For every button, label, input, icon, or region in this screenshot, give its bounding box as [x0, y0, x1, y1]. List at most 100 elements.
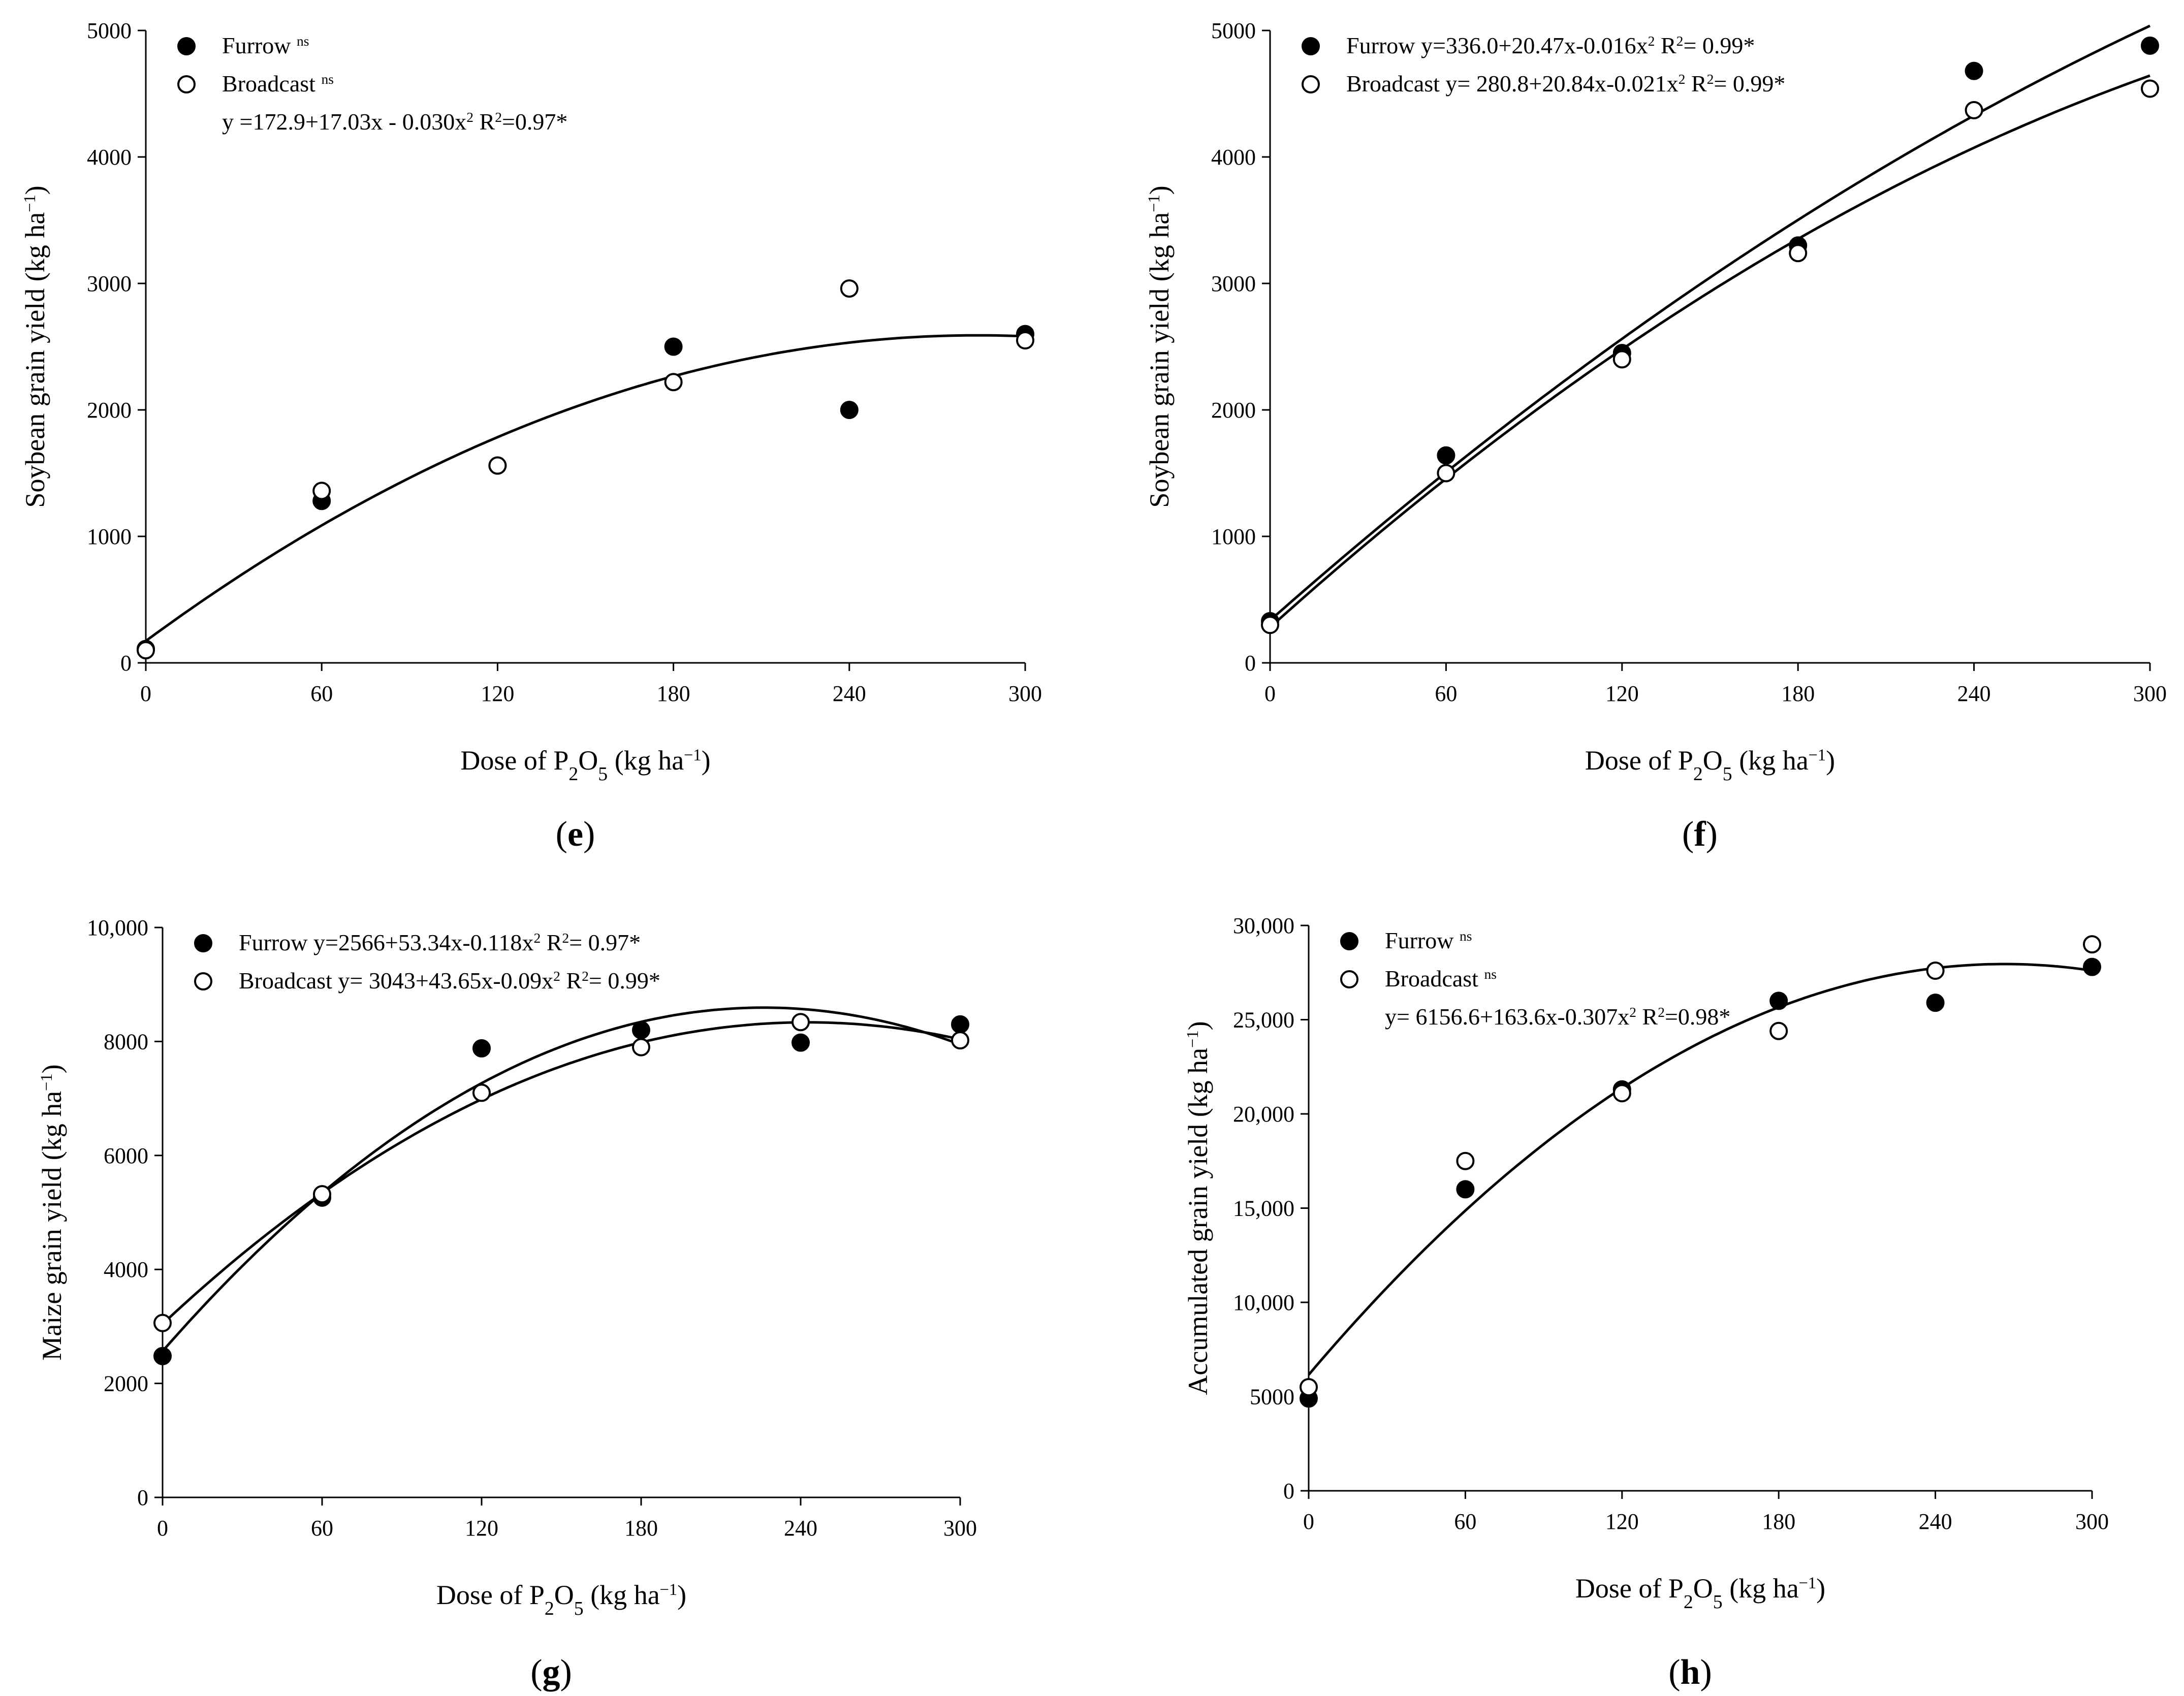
regression-equation: y =172.9+17.03x - 0.030x2 R2=0.97*: [222, 109, 567, 135]
x-tick-label: 0: [140, 681, 151, 706]
x-tick-label: 180: [657, 681, 690, 706]
data-point-furrow: [951, 1015, 969, 1034]
legend-marker: [194, 972, 212, 990]
y-tick-label: 10,000: [1233, 1290, 1294, 1315]
data-point-broadcast: [1456, 1151, 1475, 1170]
data-point-furrow: [664, 337, 683, 356]
data-point-broadcast: [1261, 616, 1279, 634]
x-tick-label: 180: [624, 1516, 658, 1541]
x-axis-title: Dose of P2O5 (kg ha−1): [436, 1580, 686, 1619]
y-tick-label: 2000: [104, 1371, 148, 1396]
data-point-broadcast: [1612, 1084, 1631, 1103]
legend-entry: Broadcast ns: [222, 71, 334, 97]
regression-equation: y= 6156.6+163.6x-0.307x2 R2=0.98*: [1385, 1004, 1730, 1030]
chart-panel-h: 0 5000 10,000 15,000 20,000 25,000 30,000 0 60 12…: [1183, 913, 2109, 1692]
data-point-broadcast: [1789, 244, 1808, 263]
data-point-broadcast: [2141, 79, 2159, 98]
y-tick-label: 4000: [1211, 145, 1256, 170]
x-tick-label: 60: [311, 1516, 333, 1541]
data-point-broadcast: [792, 1013, 810, 1032]
x-tick-label: 120: [481, 681, 514, 706]
data-point-furrow: [840, 401, 859, 419]
x-tick-label: 180: [1781, 681, 1815, 706]
y-axis-title: Soybean grain yield (kg ha−1): [20, 185, 50, 507]
x-tick-label: 0: [1303, 1509, 1314, 1534]
data-point-broadcast: [1300, 1378, 1318, 1396]
legend-marker: [177, 75, 196, 93]
y-axis-title: Soybean grain yield (kg ha−1): [1144, 185, 1175, 507]
legend-entry: Furrow y=2566+53.34x-0.118x2 R2= 0.97*: [239, 930, 641, 955]
x-tick-label: 0: [157, 1516, 168, 1541]
x-tick-label: 300: [943, 1516, 977, 1541]
y-tick-label: 2000: [1211, 398, 1256, 423]
y-tick-label: 15,000: [1233, 1196, 1294, 1221]
data-point-broadcast: [488, 456, 507, 475]
y-tick-label: 3000: [87, 271, 132, 296]
x-tick-label: 300: [1008, 681, 1042, 706]
x-tick-label: 120: [465, 1516, 498, 1541]
y-tick-label: 0: [137, 1485, 148, 1510]
y-tick-label: 3000: [1211, 271, 1256, 296]
panel-label: (e): [556, 815, 595, 854]
data-point-furrow: [792, 1033, 810, 1052]
legend-marker: [177, 37, 196, 55]
fit-curve: [145, 334, 1026, 642]
data-point-broadcast: [951, 1031, 969, 1050]
x-axis-title: Dose of P2O5 (kg ha−1): [1575, 1573, 1825, 1613]
legend-marker: [1302, 37, 1320, 55]
legend-marker: [1340, 970, 1358, 988]
data-point-broadcast: [1926, 962, 1945, 980]
x-tick-label: 60: [1454, 1509, 1476, 1534]
y-tick-label: 1000: [87, 524, 132, 549]
x-axis-title: Dose of P2O5 (kg ha−1): [1585, 745, 1835, 785]
y-tick-label: 10,000: [87, 915, 148, 940]
y-tick-label: 4000: [87, 145, 132, 170]
legend-entry: Furrow ns: [222, 33, 309, 58]
data-point-furrow: [1456, 1180, 1475, 1199]
y-tick-label: 25,000: [1233, 1008, 1294, 1033]
fit-curve: [1308, 963, 2093, 1376]
chart-panel-g: 0 2000 4000 6000 8000 10,000 0 60 120 180 240 300 Do…: [37, 915, 977, 1692]
data-point-broadcast: [1965, 101, 1983, 119]
data-point-broadcast: [1769, 1021, 1788, 1040]
legend-marker: [194, 934, 212, 952]
data-point-furrow: [2141, 36, 2159, 55]
legend-marker: [1302, 75, 1320, 93]
data-point-furrow: [1769, 991, 1788, 1010]
y-axis-title: Maize grain yield (kg ha−1): [37, 1064, 67, 1360]
data-point-broadcast: [840, 279, 859, 298]
data-point-broadcast: [137, 641, 155, 660]
chart-panel-e: 0 1000 2000 3000 4000 5000 0 60 120 180 240 300 Dose…: [20, 18, 1042, 854]
x-tick-label: 300: [2075, 1509, 2109, 1534]
data-point-furrow: [2083, 957, 2101, 976]
x-tick-label: 60: [310, 681, 333, 706]
x-tick-label: 240: [1957, 681, 1991, 706]
legend-entry: Broadcast y= 3043+43.65x-0.09x2 R2= 0.99…: [239, 968, 660, 994]
y-tick-label: 0: [120, 651, 132, 676]
y-tick-label: 4000: [104, 1257, 148, 1282]
y-tick-label: 5000: [1250, 1385, 1294, 1410]
x-tick-label: 120: [1605, 681, 1639, 706]
x-tick-label: 120: [1605, 1509, 1639, 1534]
x-axis-title: Dose of P2O5 (kg ha−1): [460, 745, 710, 785]
data-point-broadcast: [1437, 464, 1455, 483]
data-point-broadcast: [1612, 350, 1631, 369]
y-tick-label: 0: [1283, 1479, 1294, 1503]
data-point-broadcast: [472, 1083, 491, 1102]
y-tick-label: 0: [1245, 651, 1256, 676]
y-tick-label: 5000: [87, 18, 132, 43]
data-point-furrow: [1437, 446, 1455, 465]
y-tick-label: 6000: [104, 1143, 148, 1168]
y-tick-label: 2000: [87, 398, 132, 423]
y-tick-label: 20,000: [1233, 1102, 1294, 1127]
y-tick-label: 30,000: [1233, 913, 1294, 938]
x-tick-label: 240: [1919, 1509, 1952, 1534]
x-tick-label: 240: [784, 1516, 817, 1541]
x-tick-label: 180: [1762, 1509, 1795, 1534]
data-point-broadcast: [2083, 935, 2101, 954]
data-point-furrow: [153, 1347, 172, 1365]
data-point-broadcast: [664, 373, 683, 392]
panel-label: (h): [1668, 1653, 1712, 1692]
data-point-broadcast: [313, 1185, 331, 1204]
